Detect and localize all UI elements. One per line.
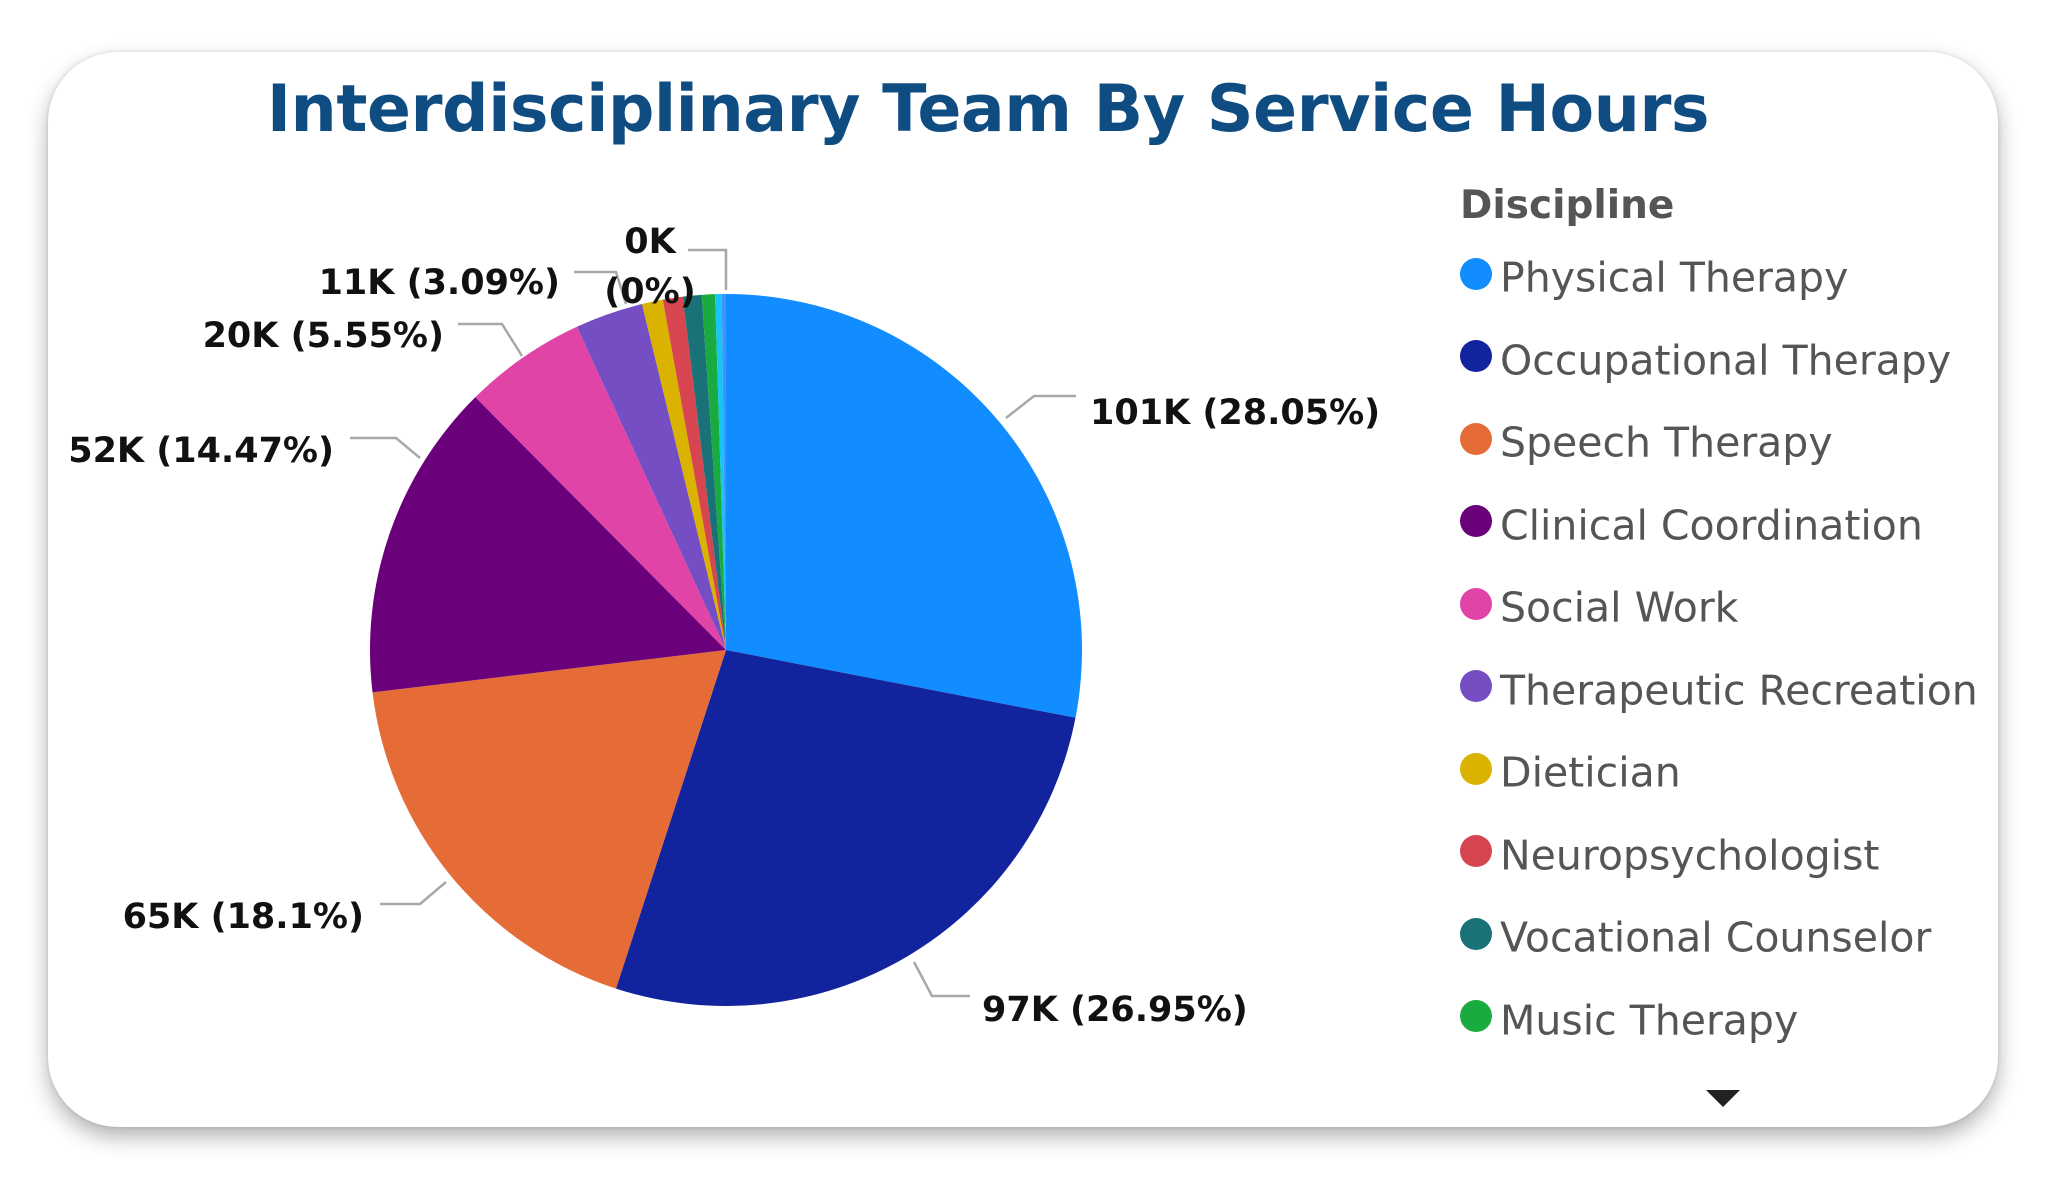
legend-item-label: Social Work	[1500, 583, 1739, 632]
legend-color-dot	[1460, 835, 1492, 867]
legend-item-label: Physical Therapy	[1500, 253, 1849, 302]
pie-slice-vocational-counselor-8[interactable]	[682, 294, 726, 650]
legend-item-clinical-coordination[interactable]: Clinical Coordination	[1460, 484, 2020, 567]
leader-line-0	[1005, 394, 1076, 419]
legend-item-speech-therapy[interactable]: Speech Therapy	[1460, 401, 2020, 484]
legend-item-occupational-therapy[interactable]: Occupational Therapy	[1460, 319, 2020, 402]
pie-slice-therapeutic-recreation-5[interactable]	[576, 304, 726, 650]
leader-line-11	[688, 248, 728, 290]
legend-item-label: Music Therapy	[1500, 996, 1799, 1044]
pie-slice-clinical-coordination-3[interactable]	[369, 397, 726, 693]
legend-item-label: Neuropsychologist	[1500, 831, 1880, 879]
legend-color-dot	[1460, 422, 1492, 455]
leader-line-3	[350, 436, 421, 459]
data-label-1: 97K (26.95%)	[982, 990, 1248, 1030]
pie-slice-music-therapy-9[interactable]	[701, 294, 726, 650]
legend-color-dot	[1460, 917, 1492, 950]
data-label-4: 20K (5.55%)	[203, 316, 444, 356]
legend-item-vocational-counselor[interactable]: Vocational Counselor	[1460, 896, 2020, 979]
legend-item-label: Speech Therapy	[1500, 418, 1833, 467]
pie-slice-other-10[interactable]	[715, 294, 726, 650]
legend-item-therapeutic-recreation[interactable]: Therapeutic Recreation	[1460, 649, 2020, 732]
legend-color-dot	[1460, 670, 1492, 702]
legend-color-dot	[1460, 752, 1492, 785]
legend-item-physical-therapy[interactable]: Physical Therapy	[1460, 236, 2020, 319]
pie-slice-occupational-therapy-1[interactable]	[615, 650, 1076, 1007]
legend-color-dot	[1460, 587, 1492, 620]
legend-item-dietician[interactable]: Dietician	[1460, 731, 2020, 814]
legend-item-music-therapy[interactable]: Music Therapy	[1460, 979, 2020, 1062]
legend-item-label: Therapeutic Recreation	[1500, 666, 1978, 714]
leader-line-5	[574, 270, 628, 305]
legend-item-neuropsychologist[interactable]: Neuropsychologist	[1460, 814, 2020, 897]
pie-slice-physical-therapy-0[interactable]	[726, 294, 1082, 718]
legend-item-social-work[interactable]: Social Work	[1460, 566, 2020, 649]
data-label-3: 52K (14.47%)	[68, 431, 334, 471]
data-label-0: 101K (28.05%)	[1090, 393, 1380, 433]
data-label-11-0: 0K	[624, 222, 677, 262]
data-label-11-1: (0%)	[604, 272, 695, 312]
leader-line-4	[458, 322, 524, 357]
legend-color-dot	[1460, 257, 1492, 290]
pie-slice-dietician-6[interactable]	[642, 299, 726, 650]
pie-slice-social-work-4[interactable]	[475, 326, 726, 650]
legend-item-label: Dietician	[1500, 748, 1681, 797]
legend: Discipline Physical Therapy Occupational …	[1460, 176, 2020, 1061]
chevron-down-icon[interactable]	[1706, 1090, 1740, 1107]
pie-slice-neuropsychologist-7[interactable]	[662, 296, 726, 650]
legend-color-dot	[1460, 340, 1492, 372]
pie-slices	[369, 294, 1082, 1007]
legend-color-dot	[1460, 505, 1492, 537]
chart-title: Interdisciplinary Team By Service Hours	[266, 72, 1710, 147]
leader-line-2	[380, 881, 447, 906]
legend-item-label: Vocational Counselor	[1500, 913, 1932, 962]
legend-color-dot	[1460, 1000, 1492, 1032]
data-label-2: 65K (18.1%)	[123, 897, 364, 937]
legend-items: Physical Therapy Occupational Therapy Spee…	[1460, 236, 2020, 1061]
legend-item-label: Occupational Therapy	[1500, 336, 1952, 384]
legend-item-label: Clinical Coordination	[1500, 501, 1923, 549]
pie-slice-speech-therapy-2[interactable]	[372, 650, 726, 989]
leader-line-1	[912, 961, 970, 998]
legend-title: Discipline	[1460, 183, 1675, 228]
data-label-5: 11K (3.09%)	[319, 263, 560, 303]
leader-lines	[350, 248, 1076, 998]
pie-slice-other-11[interactable]	[721, 294, 726, 650]
data-labels: 101K (28.05%) 97K (26.95%) 65K (18.1%) 52K …	[68, 222, 1380, 1030]
